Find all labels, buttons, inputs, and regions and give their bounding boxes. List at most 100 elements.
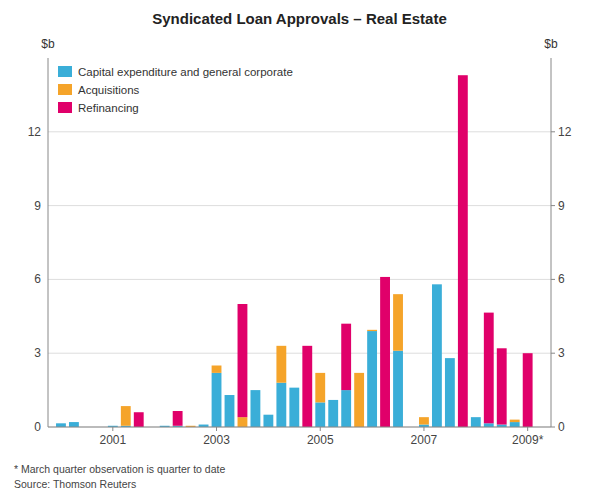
- bar-segment: [367, 329, 377, 330]
- bar-segment: [199, 424, 209, 425]
- y2-tick-label: 3: [558, 346, 565, 360]
- legend-label: Acquisitions: [78, 84, 140, 96]
- grid-line: [48, 353, 551, 354]
- bar-segment: [69, 422, 79, 423]
- bar-segment: [160, 425, 170, 426]
- bar-segment: [263, 415, 273, 427]
- bar-segment: [484, 313, 494, 424]
- y2-tick: [551, 131, 555, 132]
- bar-segment: [393, 351, 403, 427]
- grid-line: [48, 205, 551, 206]
- bar-segment: [367, 330, 377, 331]
- bar-segment: [69, 422, 79, 427]
- bar-segment: [510, 419, 520, 420]
- bar-segment: [510, 420, 520, 422]
- bar-segment: [56, 423, 66, 427]
- legend: Capital expenditure and general corporat…: [58, 66, 293, 114]
- bar-segment: [212, 373, 222, 427]
- bar-segment: [56, 423, 66, 424]
- bar-segment: [354, 373, 364, 427]
- x-tick-label: 2003: [203, 433, 230, 447]
- bar-segment: [289, 387, 299, 388]
- bar-segment: [315, 402, 325, 427]
- footnote: Source: Thomson Reuters: [14, 478, 136, 490]
- bar-segment: [121, 406, 131, 407]
- bar-segment: [263, 414, 273, 415]
- bar-segment: [341, 324, 351, 390]
- bar-segment: [276, 346, 286, 383]
- bar-segment: [212, 366, 222, 373]
- y2-tick-label: 9: [558, 199, 565, 213]
- bar-segment: [341, 390, 351, 427]
- bar-segment: [199, 424, 209, 425]
- bar-segment: [393, 294, 403, 351]
- bar-segment: [186, 425, 196, 426]
- bar-segment: [523, 353, 533, 427]
- x-tick: [527, 427, 528, 431]
- y-tick-label: 9: [34, 199, 41, 213]
- y-tick-label: 6: [34, 272, 41, 286]
- grid: [48, 132, 551, 427]
- bar-segment: [471, 417, 481, 418]
- y2-tick: [551, 353, 555, 354]
- y-axis-line: [48, 58, 49, 427]
- y-tick-label: 12: [28, 125, 42, 139]
- x-tick: [320, 427, 321, 431]
- bar-segment: [328, 400, 338, 427]
- bar-segment: [354, 372, 364, 373]
- chart: Syndicated Loan Approvals – Real Estate$…: [0, 0, 599, 501]
- bar-segment: [121, 406, 131, 426]
- y-axis-label: $b: [41, 37, 55, 51]
- x-axis-line: [48, 427, 551, 428]
- x-tick-label: 2005: [307, 433, 334, 447]
- bar-segment: [56, 423, 66, 424]
- bar-segment: [432, 284, 442, 285]
- grid-line: [48, 279, 551, 280]
- bar-segment: [510, 422, 520, 427]
- bar-segment: [497, 348, 507, 424]
- x-tick: [112, 427, 113, 431]
- bar-segment: [380, 277, 390, 427]
- legend-swatch: [58, 84, 72, 95]
- x-tick: [216, 427, 217, 431]
- bar-segment: [225, 395, 235, 396]
- bar-segment: [276, 383, 286, 427]
- bar-segment: [419, 417, 429, 418]
- bar-segment: [432, 284, 442, 427]
- bar-segment: [225, 395, 235, 427]
- bar-segment: [445, 358, 455, 427]
- bar-segment: [134, 412, 144, 427]
- y2-tick-label: 12: [558, 125, 572, 139]
- bar-segment: [328, 399, 338, 400]
- bar-segment: [108, 425, 118, 426]
- bar-segment: [289, 387, 299, 388]
- y2-tick: [551, 427, 555, 428]
- y2-tick-label: 0: [558, 420, 565, 434]
- y-tick-label: 0: [34, 420, 41, 434]
- bar-segment: [250, 390, 260, 427]
- bar-segment: [238, 304, 248, 417]
- bar-segment: [69, 422, 79, 423]
- bar-segment: [173, 411, 183, 426]
- footnote: * March quarter observation is quarter t…: [14, 463, 225, 475]
- bar-segment: [212, 365, 222, 366]
- legend-label: Refinancing: [78, 102, 139, 114]
- bar-segment: [393, 294, 403, 295]
- bar-segment: [315, 373, 325, 403]
- bar-segment: [419, 417, 429, 424]
- bar-segment: [432, 284, 442, 285]
- bar-segment: [238, 417, 248, 427]
- x-tick-label: 2007: [411, 433, 438, 447]
- bar-segment: [471, 417, 481, 427]
- y-tick-label: 3: [34, 346, 41, 360]
- bar-segment: [445, 358, 455, 359]
- legend-label: Capital expenditure and general corporat…: [78, 66, 293, 78]
- legend-swatch: [58, 66, 72, 77]
- x-tick: [423, 427, 424, 431]
- bar-segment: [250, 390, 260, 391]
- bar-segment: [302, 346, 312, 427]
- y2-tick-label: 6: [558, 272, 565, 286]
- grid-line: [48, 427, 551, 428]
- legend-swatch: [58, 102, 72, 113]
- bar-segment: [160, 425, 170, 426]
